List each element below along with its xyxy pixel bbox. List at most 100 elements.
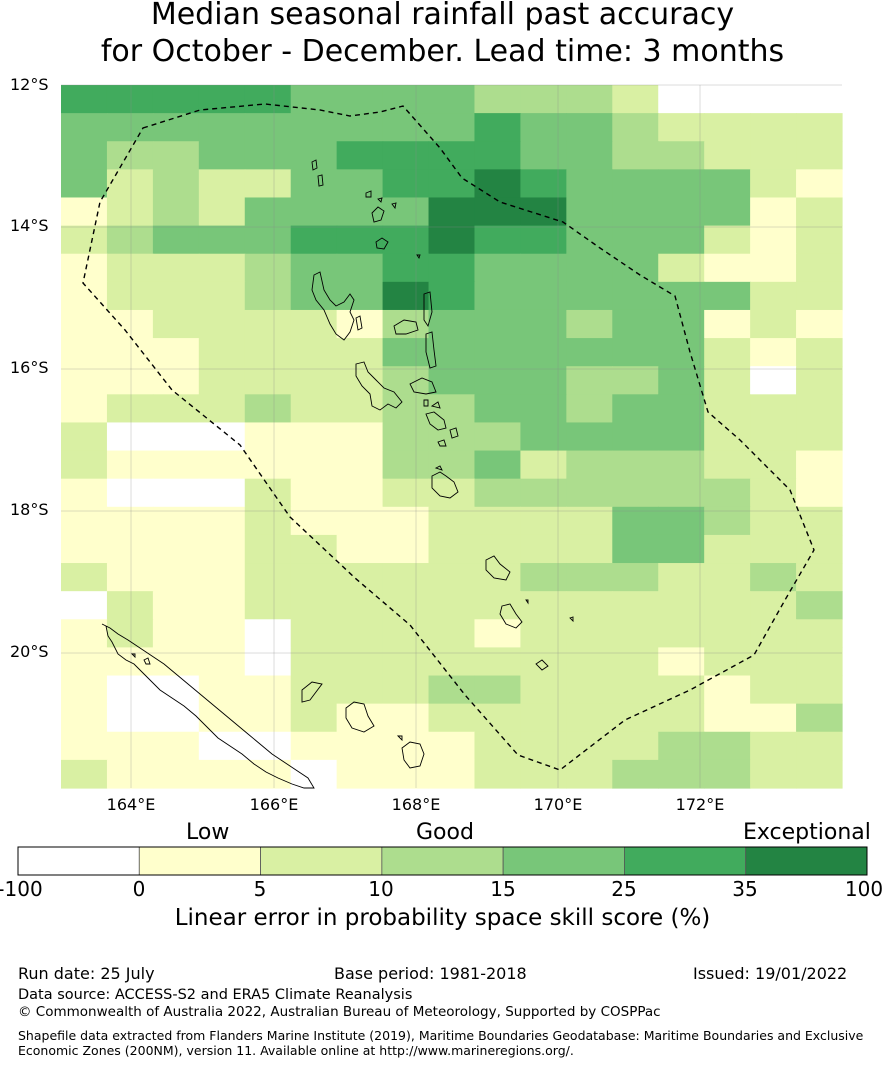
grid-cell [106,703,154,733]
grid-cell [336,506,384,536]
grid-cell [658,506,705,536]
grid-cell [520,113,567,142]
island-outline [345,701,375,733]
grid-cell [566,394,613,424]
grid-cell [106,366,154,395]
grid-cell [61,478,108,508]
grid-cell [152,450,200,480]
island-outline [485,555,511,581]
colorbar-tick-label: 100 [844,877,884,901]
grid-cell [566,253,613,283]
grid-cell [244,506,292,536]
island-outline [431,471,459,499]
shapefile-credit-line-2: Economic Zones (200NM), version 11. Avai… [18,1043,574,1058]
grid-cell [704,619,751,648]
grid-cell [704,225,751,255]
grid-cell [152,563,200,592]
grid-cell [61,366,108,395]
grid-cell [612,225,659,255]
grid-cell [520,85,567,114]
island-outline [130,653,136,659]
grid-cell [566,675,613,705]
grid-cell [612,675,659,705]
grid-cell [336,366,384,395]
grid-cell [244,366,292,395]
grid-cell [336,619,384,648]
grid-cell [428,450,476,480]
grid-cell [428,619,476,648]
grid-cell [750,478,797,508]
grid-cell [152,506,200,536]
grid-cell [152,675,200,705]
grid-cell [612,85,659,114]
grid-cell [612,759,659,789]
grid-cell [198,563,246,592]
grid-cell [520,394,567,424]
island-outline [391,202,397,210]
grid-cell [704,309,751,339]
grid-cell [474,253,522,283]
grid-cell [566,534,613,564]
grid-cell [612,338,659,367]
grid-cell [658,703,705,733]
grid-cell [152,759,200,789]
island-outline [301,681,323,703]
grid-cell [198,169,246,199]
island-outline [409,377,437,395]
grid-cell [290,591,338,620]
grid-cell [474,422,522,452]
grid-cell [520,563,567,592]
grid-cell [658,141,705,170]
grid-cell [750,141,797,170]
grid-cell [520,422,567,452]
grid-cell [428,591,476,620]
island-outline [375,237,389,250]
grid-cell [704,197,751,227]
grid-cell [106,478,154,508]
grid-cell [704,253,751,283]
lat-label-20s: 20°S [10,642,49,661]
grid-cell [336,225,384,255]
island-outline [423,399,429,407]
grid-cell [198,309,246,339]
colorbar-tick-label: 5 [253,877,267,901]
colorbar-segment [381,846,504,876]
grid-cell [612,506,659,536]
grid-cell [428,253,476,283]
colorbar-category-good: Good [416,820,474,845]
grid-cell [382,563,430,592]
grid-cell [428,759,476,789]
grid-cell [106,141,154,170]
grid-cell [382,675,430,705]
grid-cell [61,450,108,480]
grid-cell [382,422,430,452]
grid-cell [658,422,705,452]
grid-cell [198,534,246,564]
grid-cell [566,619,613,648]
grid-cell [382,703,430,733]
grid-cell [336,338,384,367]
island-outline [525,599,529,605]
grid-cell [61,619,108,648]
grid-cell [520,703,567,733]
grid-cell [474,113,522,142]
grid-cell [796,169,843,199]
colorbar-tick-label: -100 [0,877,43,901]
grid-cell [796,563,843,592]
grid-cell [474,85,522,114]
grid-cell [474,731,522,761]
grid-cell [474,591,522,620]
title-line-2: for October - December. Lead time: 3 mon… [100,34,785,69]
grid-cell [612,366,659,395]
grid-cell [704,591,751,620]
grid-cell [566,169,613,199]
skill-grid [61,85,843,789]
grid-cell [750,85,797,114]
grid-cell [244,478,292,508]
grid-cell [566,366,613,395]
grid-cell [198,478,246,508]
grid-cell [750,534,797,564]
grid-cell [106,281,154,311]
grid-cell [382,731,430,761]
grid-cell [474,506,522,536]
